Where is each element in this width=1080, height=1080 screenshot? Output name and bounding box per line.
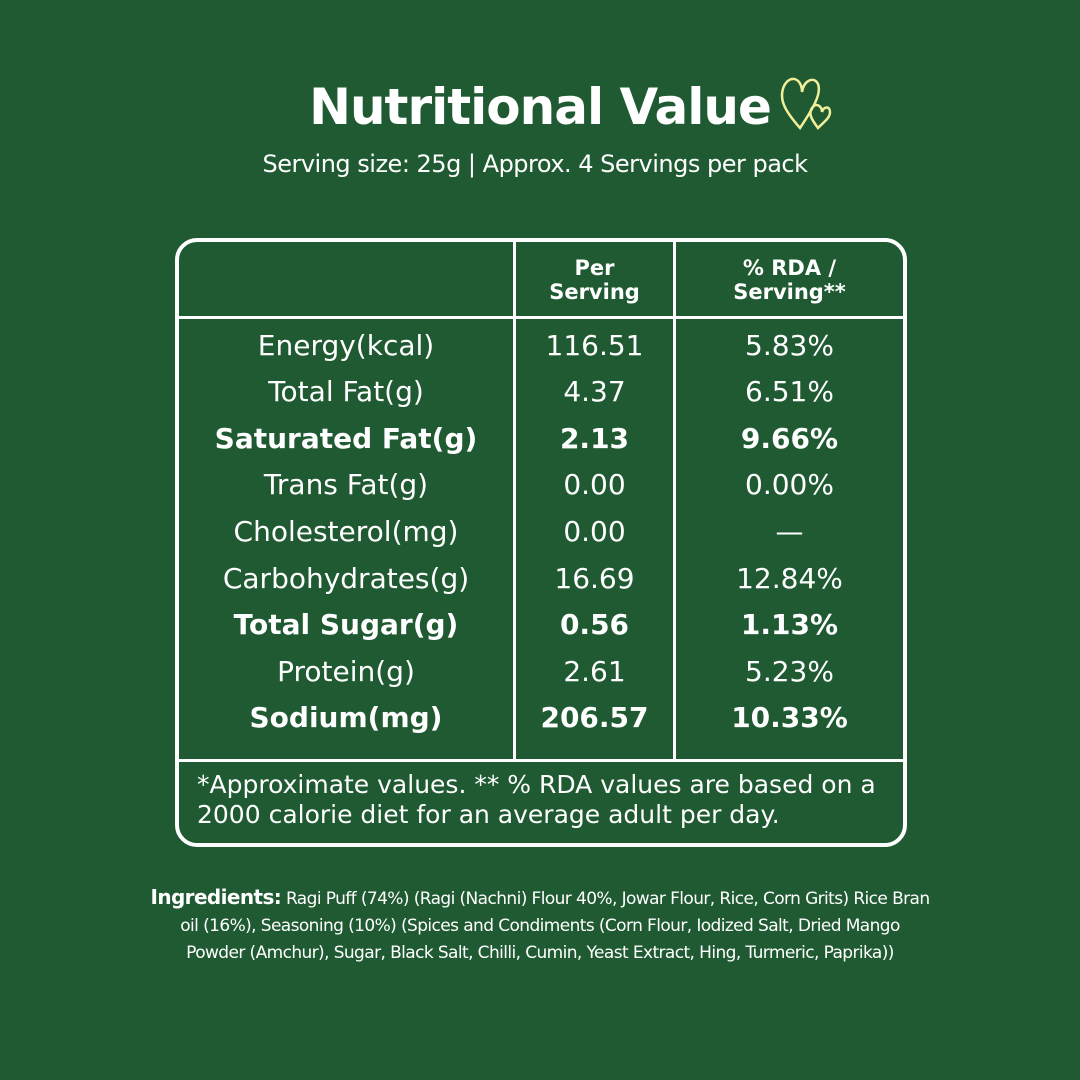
nutrition-table: Per Serving % RDA / Serving** *Approxima… bbox=[175, 238, 907, 847]
row-divider bbox=[179, 316, 903, 319]
column-header: Per Serving bbox=[549, 256, 640, 304]
ingredients: Ingredients: Ragi Puff (74%) (Ragi (Nach… bbox=[150, 884, 930, 967]
subtitle: Serving size: 25g | Approx. 4 Servings p… bbox=[262, 150, 808, 178]
nutrient-name: Total Sugar(g) bbox=[233, 608, 459, 642]
column-divider bbox=[513, 242, 516, 762]
nutrient-value: 206.57 bbox=[540, 701, 649, 735]
nutrient-name: Protein(g) bbox=[277, 654, 415, 688]
nutrient-value: 0.00 bbox=[563, 514, 626, 548]
nutrient-value: 5.83% bbox=[745, 328, 834, 362]
nutrient-value: 0.56 bbox=[559, 608, 630, 642]
footnote: *Approximate values. ** % RDA values are… bbox=[197, 770, 876, 829]
nutrient-value: 12.84% bbox=[736, 561, 843, 595]
nutrient-value: 4.37 bbox=[563, 375, 626, 409]
nutrient-value: 0.00% bbox=[745, 468, 834, 502]
nutrient-name: Sodium(mg) bbox=[249, 701, 443, 735]
nutrient-value: 1.13% bbox=[740, 608, 839, 642]
nutrient-value: 2.61 bbox=[563, 654, 626, 688]
nutrient-value: 5.23% bbox=[745, 654, 834, 688]
nutrient-name: Saturated Fat(g) bbox=[214, 421, 478, 455]
nutrient-value: 9.66% bbox=[740, 421, 839, 455]
nutrient-value: 16.69 bbox=[554, 561, 635, 595]
row-divider bbox=[179, 759, 903, 762]
nutrient-name: Trans Fat(g) bbox=[263, 468, 429, 502]
nutrient-value: 2.13 bbox=[559, 421, 630, 455]
ingredients-text: Ragi Puff (74%) (Ragi (Nachni) Flour 40%… bbox=[180, 889, 930, 963]
title: Nutritional Value bbox=[309, 78, 772, 136]
ingredients-label: Ingredients: bbox=[150, 885, 282, 909]
nutrient-name: Energy(kcal) bbox=[257, 328, 435, 362]
nutrient-value: 10.33% bbox=[731, 701, 848, 735]
nutrient-value: 0.00 bbox=[563, 468, 626, 502]
nutrient-name: Cholesterol(mg) bbox=[233, 514, 459, 548]
heart-icon bbox=[780, 77, 832, 131]
nutrient-value: 116.51 bbox=[545, 328, 644, 362]
column-header: % RDA / Serving** bbox=[733, 256, 846, 304]
nutrient-name: Carbohydrates(g) bbox=[222, 561, 470, 595]
nutrient-value: 6.51% bbox=[745, 375, 834, 409]
nutrient-name: Total Fat(g) bbox=[268, 375, 424, 409]
nutrient-value: — bbox=[775, 514, 804, 548]
column-divider bbox=[673, 242, 676, 762]
